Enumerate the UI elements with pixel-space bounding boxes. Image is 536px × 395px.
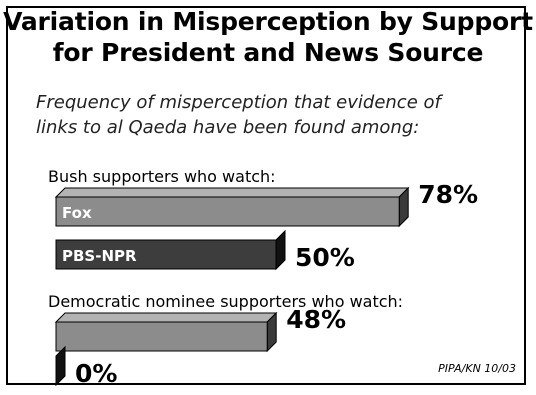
chart-subtitle-line-1: Frequency of misperception that evidence… xyxy=(36,92,441,113)
bar-g1-0-value: 48% xyxy=(286,305,346,334)
bar-g0-1-name: PBS-NPR xyxy=(62,247,137,265)
bar-g1-1-value: 0% xyxy=(75,359,117,388)
chart-title-line-2: for President and News Source xyxy=(52,38,484,67)
bar-g0-0-top xyxy=(54,187,410,198)
bar-g0-1-side xyxy=(275,229,286,271)
bar-g1-1-side xyxy=(55,345,66,387)
source-note: PIPA/KN 10/03 xyxy=(438,362,516,375)
bar-g0-0-name: Fox xyxy=(62,204,92,222)
chart-subtitle: Frequency of misperception that evidence… xyxy=(36,90,506,140)
bar-g0-1-value: 50% xyxy=(295,243,355,272)
bar-g1-0-top xyxy=(54,312,278,323)
chart-subtitle-line-2: links to al Qaeda have been found among: xyxy=(36,117,420,138)
chart-title: Variation in Misperception by Support fo… xyxy=(0,6,536,68)
chart-title-line-1: Variation in Misperception by Support xyxy=(3,7,533,36)
bar-g0-0-front xyxy=(55,196,400,227)
bar-g0-1-front xyxy=(55,239,277,270)
group-label-bush: Bush supporters who watch: xyxy=(48,167,276,186)
group-label-democratic: Democratic nominee supporters who watch: xyxy=(48,292,404,311)
bar-g0-0-value: 78% xyxy=(418,180,478,209)
bar-g1-0-front xyxy=(55,321,268,352)
